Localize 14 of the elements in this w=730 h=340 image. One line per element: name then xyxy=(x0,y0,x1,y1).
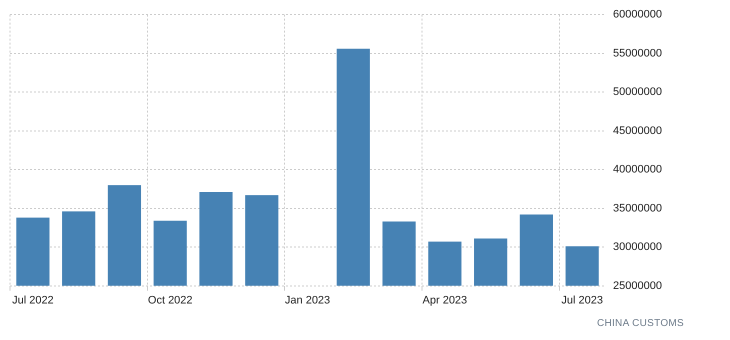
y-tick-label: 60000000 xyxy=(613,8,662,21)
x-tick-label: Oct 2022 xyxy=(148,294,193,306)
text: CHINA CUSTOMS xyxy=(596,318,684,329)
x-tick-label: Apr 2023 xyxy=(422,294,468,306)
y-tick-label: 50000000 xyxy=(613,86,662,98)
y-tick-label: 25000000 xyxy=(613,280,662,292)
y-tick-label: 30000000 xyxy=(613,241,662,254)
y-tick-label: 45000000 xyxy=(613,124,662,137)
x-tick-label: Jul 2023 xyxy=(561,294,603,306)
x-tick-label: Jul 2022 xyxy=(12,294,54,306)
x-tick-label: Jan 2023 xyxy=(284,294,330,306)
y-tick-label: 40000000 xyxy=(613,164,662,176)
y-tick-label: 35000000 xyxy=(613,202,662,214)
y-tick-label: 55000000 xyxy=(613,47,662,60)
